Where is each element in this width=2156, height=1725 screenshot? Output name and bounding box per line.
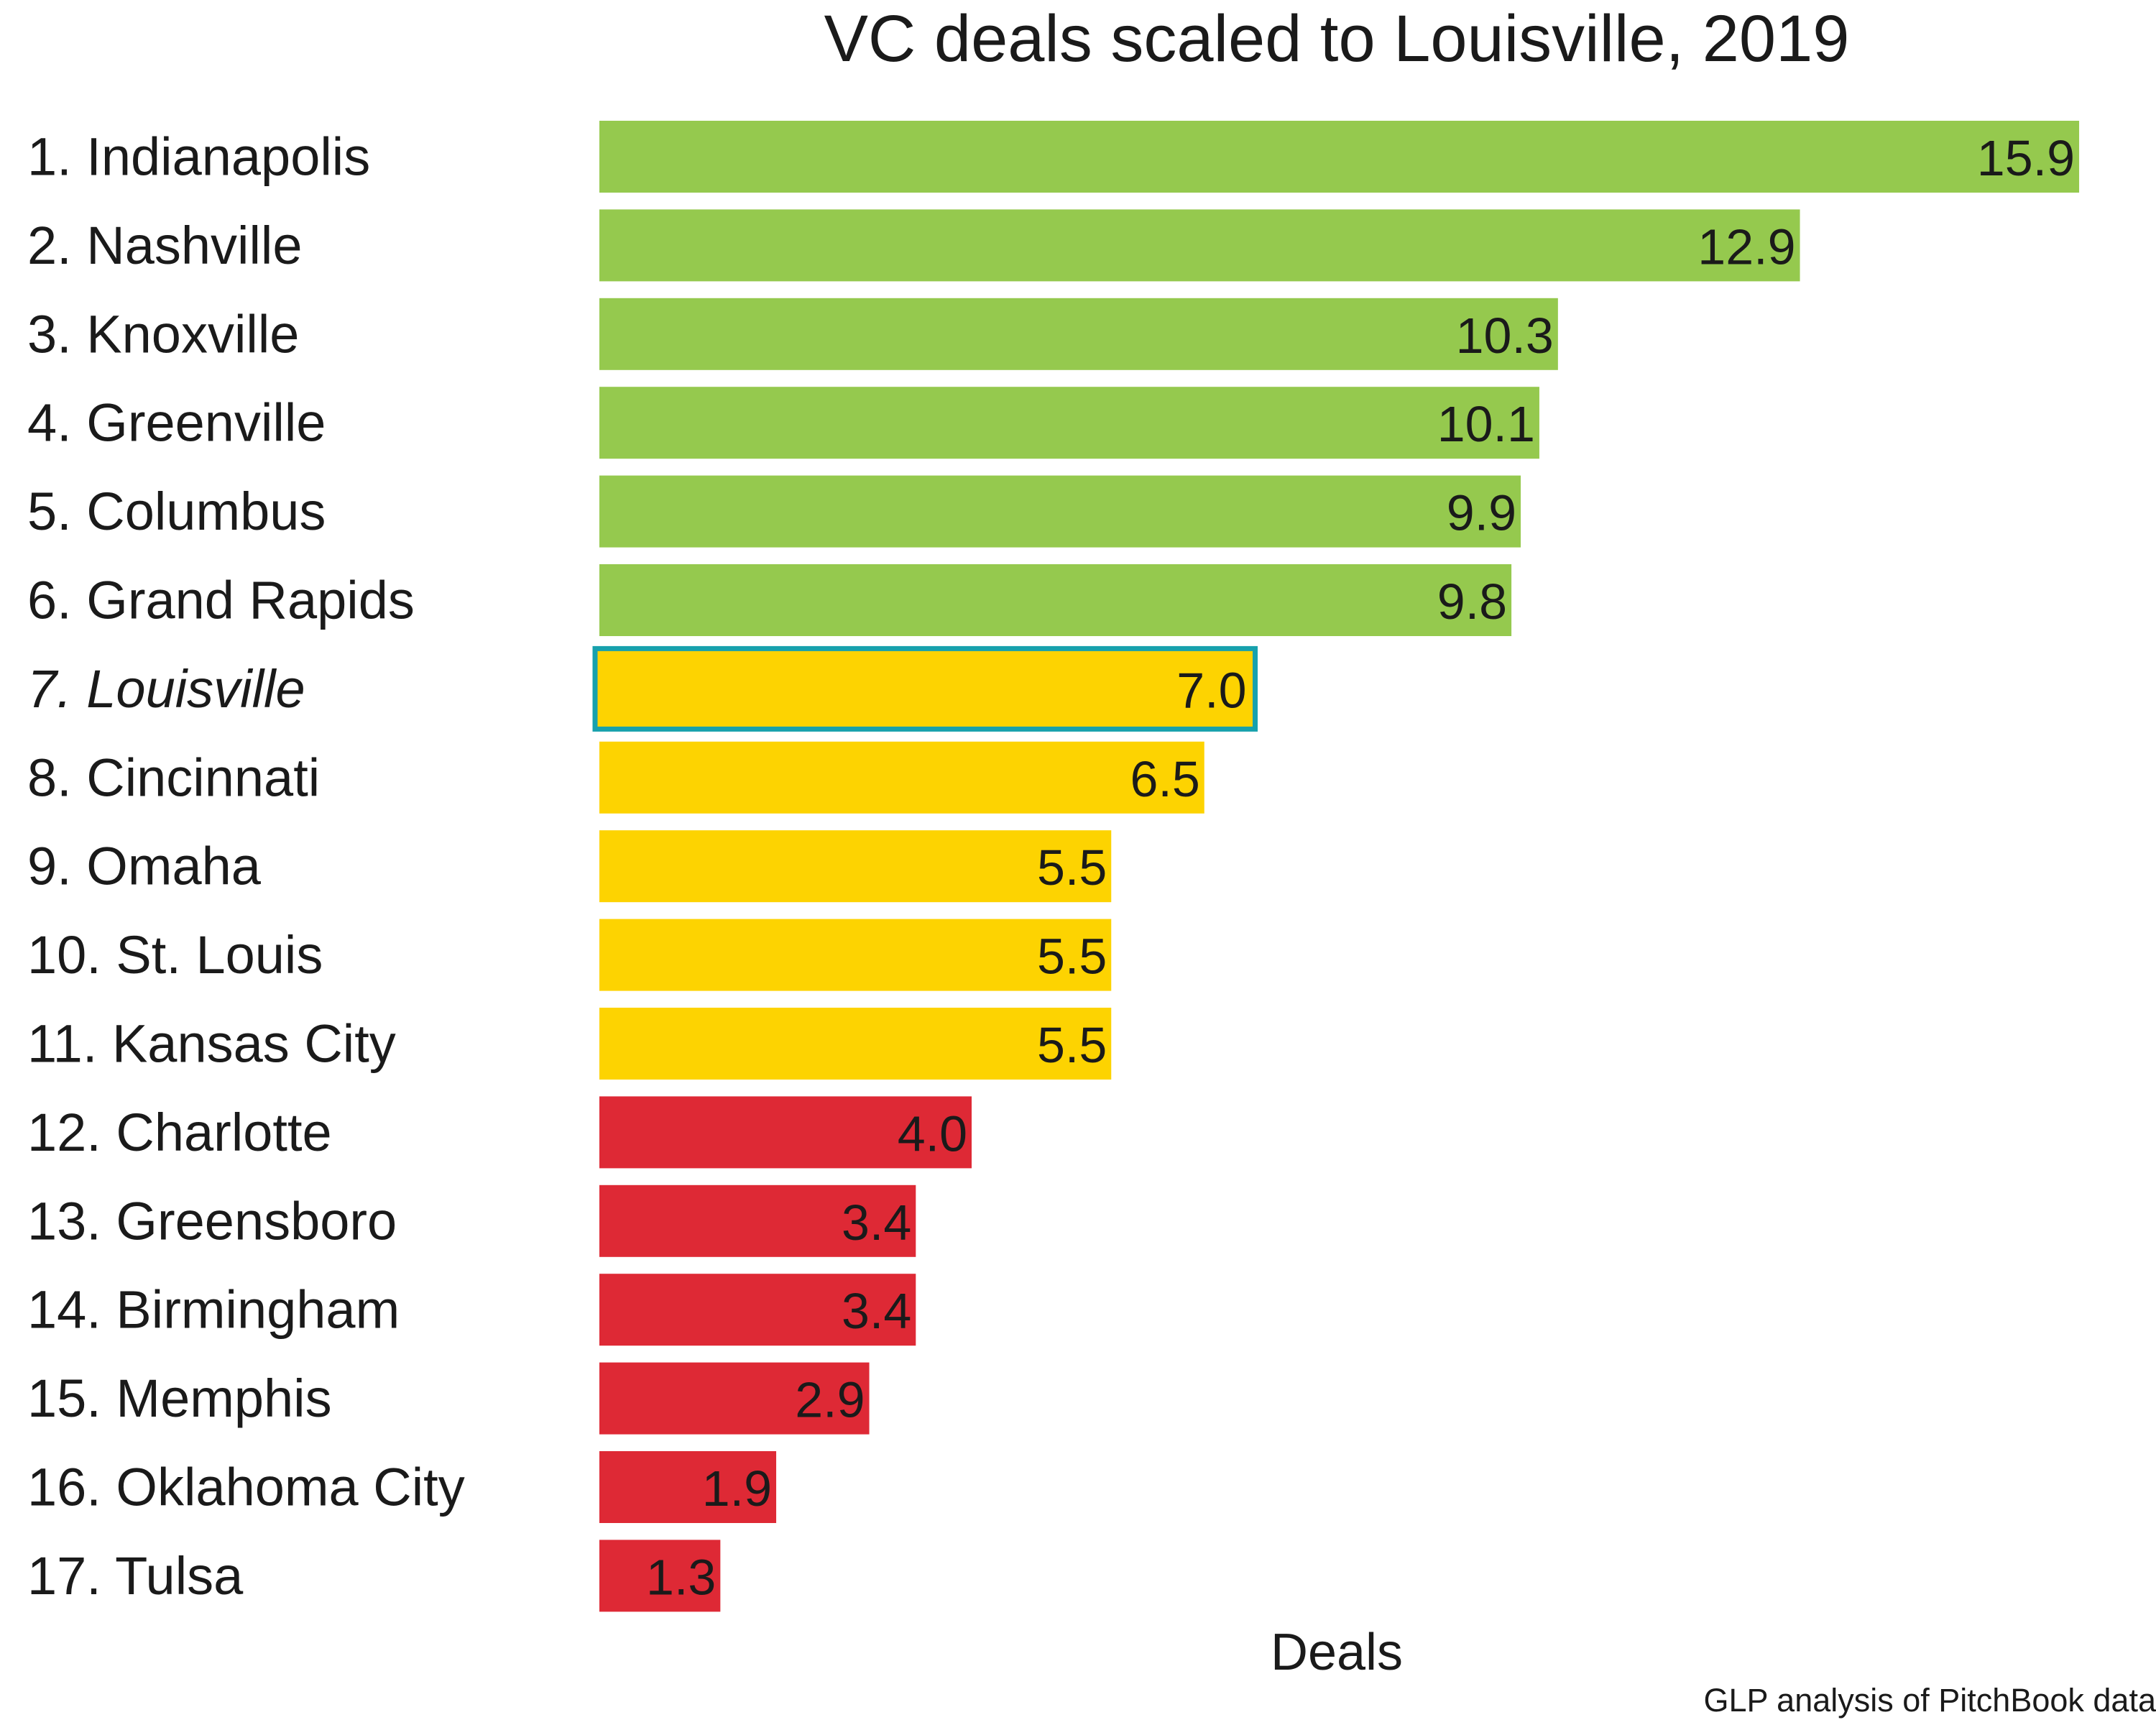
value-label: 10.3 <box>1456 308 1554 364</box>
category-label: 17. Tulsa <box>27 1546 244 1606</box>
bar <box>599 1362 870 1435</box>
category-label: 14. Birmingham <box>27 1280 400 1340</box>
value-label: 7.0 <box>1176 662 1246 718</box>
category-label: 11. Kansas City <box>27 1014 396 1074</box>
bar <box>599 1096 972 1169</box>
category-label: 9. Omaha <box>27 837 262 896</box>
source-note: GLP analysis of PitchBook data <box>1703 1682 2156 1719</box>
bar <box>599 1184 916 1257</box>
bar <box>599 209 1800 282</box>
category-label: 2. Nashville <box>27 216 303 275</box>
value-label: 1.9 <box>702 1460 772 1517</box>
bar <box>599 1540 721 1612</box>
category-label: 4. Greenville <box>27 393 326 453</box>
value-label: 15.9 <box>1977 130 2075 186</box>
bar <box>599 1451 777 1523</box>
category-label: 10. St. Louis <box>27 925 323 985</box>
category-label: 16. Oklahoma City <box>27 1458 465 1517</box>
value-label: 5.5 <box>1037 1017 1107 1073</box>
category-label: 13. Greensboro <box>27 1191 397 1251</box>
category-label: 6. Grand Rapids <box>27 571 415 630</box>
category-label: 5. Columbus <box>27 482 326 541</box>
category-label: 3. Knoxville <box>27 304 299 364</box>
value-label: 5.5 <box>1037 929 1107 985</box>
value-label: 12.9 <box>1697 218 1795 275</box>
chart-title: VC deals scaled to Louisville, 2019 <box>824 2 1850 75</box>
bar <box>599 475 1521 548</box>
bar <box>599 1274 916 1346</box>
category-label: 8. Cincinnati <box>27 748 320 807</box>
bar <box>592 645 1258 732</box>
value-label: 3.4 <box>842 1283 911 1339</box>
value-label: 3.4 <box>842 1195 911 1251</box>
value-label: 2.9 <box>795 1372 865 1428</box>
category-label: 1. Indianapolis <box>27 127 370 187</box>
bar <box>599 919 1112 991</box>
bar <box>599 121 2080 193</box>
value-label: 5.5 <box>1037 840 1107 896</box>
category-label: 7. Louisville <box>27 659 305 719</box>
value-label: 1.3 <box>646 1549 716 1605</box>
bar <box>599 564 1512 636</box>
value-label: 9.9 <box>1447 485 1516 541</box>
x-axis-label: Deals <box>1270 1624 1404 1681</box>
bar <box>599 387 1539 459</box>
category-label: 15. Memphis <box>27 1368 332 1428</box>
value-label: 10.1 <box>1437 396 1535 452</box>
value-label: 9.8 <box>1437 574 1507 630</box>
bar <box>599 830 1112 903</box>
category-label: 12. Charlotte <box>27 1103 332 1162</box>
value-label: 6.5 <box>1130 751 1199 807</box>
value-label: 4.0 <box>898 1105 967 1162</box>
bar <box>599 741 1204 814</box>
bar <box>599 298 1558 370</box>
bar <box>599 1008 1112 1080</box>
